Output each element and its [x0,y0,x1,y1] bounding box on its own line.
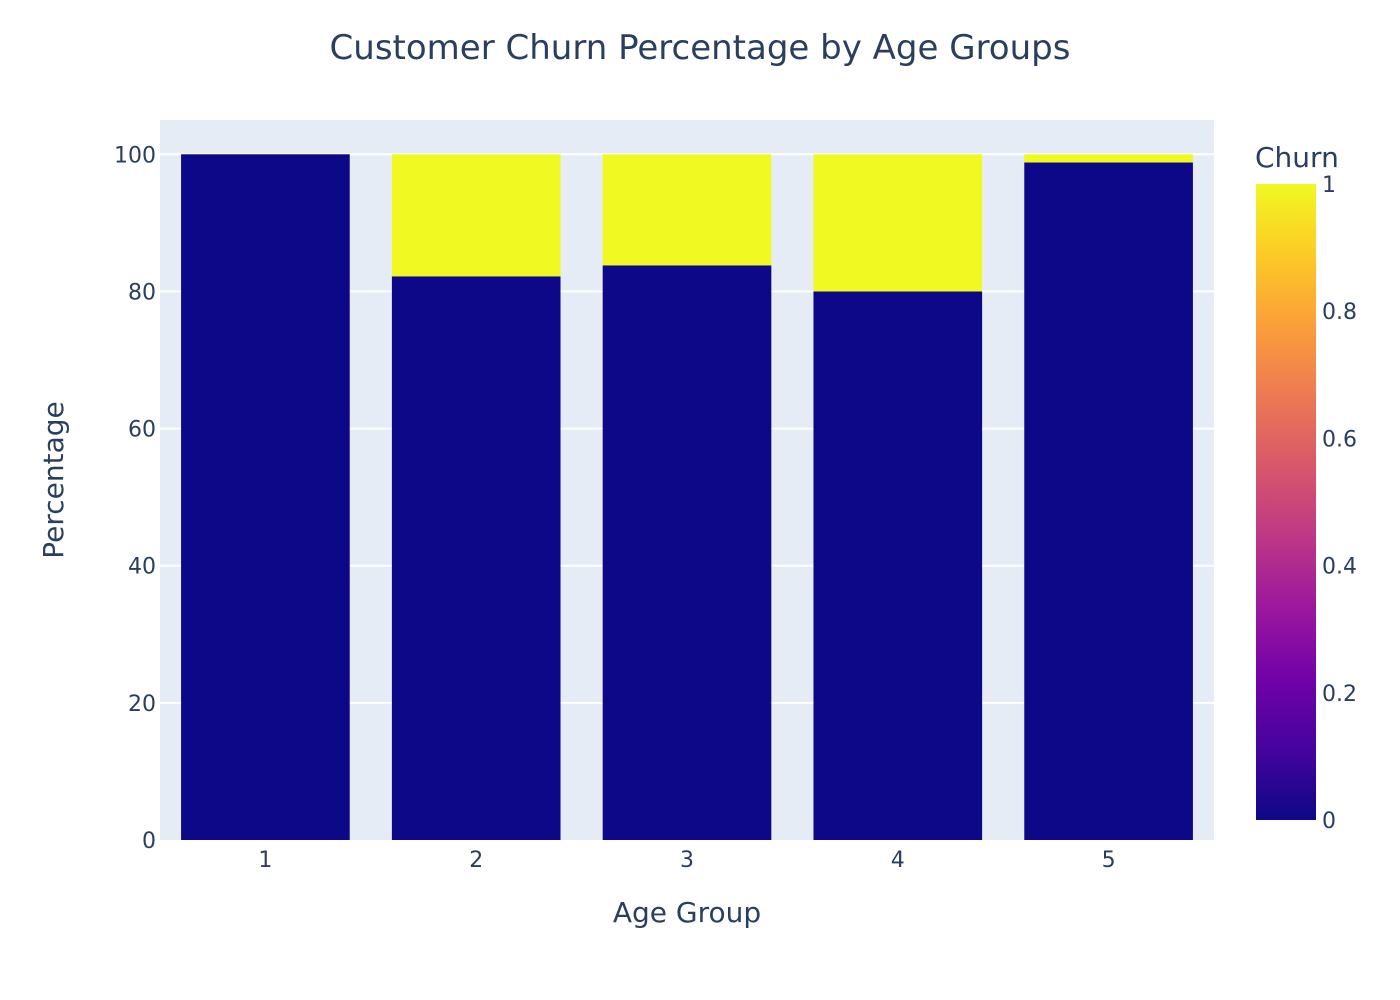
colorbar-tick-label: 0.2 [1322,682,1357,707]
chart-title: Customer Churn Percentage by Age Groups [330,28,1071,68]
x-tick-label: 4 [891,848,905,873]
x-tick-label: 1 [258,848,272,873]
x-tick-label: 3 [680,848,694,873]
colorbar-tick-label: 0.4 [1322,555,1357,580]
x-tick-label: 2 [469,848,483,873]
y-tick-label: 100 [114,143,156,168]
x-axis-ticks: 1 2 3 4 5 [258,848,1115,873]
y-tick-label: 60 [128,418,156,443]
y-axis-ticks: 0 20 40 60 80 100 [114,143,156,854]
colorbar-tick-label: 0.6 [1322,427,1357,452]
colorbar-tick-label: 0.8 [1322,300,1357,325]
bar-segment-churn-0 [1024,162,1193,840]
bar-segment-churn-1 [391,154,561,277]
x-tick-label: 5 [1102,848,1116,873]
y-tick-label: 20 [128,692,156,717]
bar-segment-churn-1 [813,154,983,292]
bar-segment-churn-0 [391,276,561,840]
bar-segment-churn-0 [813,291,983,840]
colorbar-ticks: 0 0.2 0.4 0.6 0.8 1 [1322,173,1357,834]
colorbar-title: Churn [1255,141,1339,174]
bar-segment-churn-0 [602,265,772,840]
y-tick-label: 80 [128,280,156,305]
y-axis-title: Percentage [37,401,70,559]
bar-segment-churn-1 [602,154,772,266]
bar-segment-churn-1 [1024,154,1193,163]
bar-segment-churn-0 [181,154,350,841]
x-axis-title: Age Group [613,896,761,929]
y-tick-label: 0 [142,829,156,854]
bars [181,154,1193,841]
colorbar: Churn 0 0.2 0.4 0.6 0.8 1 [1255,141,1357,834]
colorbar-tick-label: 1 [1322,173,1336,198]
colorbar-tick-label: 0 [1322,809,1336,834]
y-tick-label: 40 [128,555,156,580]
colorbar-scale [1256,184,1316,820]
